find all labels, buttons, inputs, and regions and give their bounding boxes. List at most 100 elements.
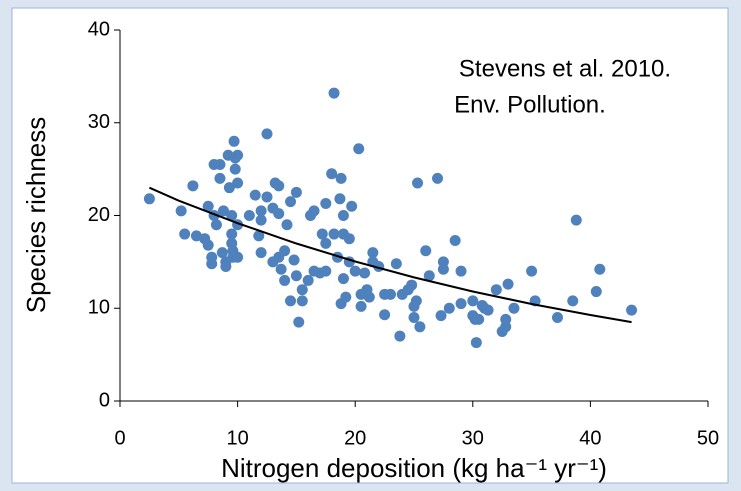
point: [379, 309, 391, 321]
x-tick-label: 0: [114, 427, 125, 449]
point: [423, 270, 435, 282]
point: [394, 330, 406, 342]
point: [473, 313, 485, 325]
point: [455, 265, 467, 277]
point: [420, 245, 432, 257]
point: [508, 302, 520, 314]
point: [261, 191, 273, 203]
point: [255, 205, 267, 217]
point: [390, 258, 402, 270]
point: [337, 210, 349, 221]
point: [290, 186, 302, 198]
point: [320, 197, 332, 209]
point: [437, 263, 449, 275]
point: [226, 210, 238, 221]
point: [340, 291, 352, 303]
point: [261, 128, 273, 140]
point: [228, 135, 240, 147]
point: [408, 312, 420, 324]
point: [500, 313, 512, 325]
point: [470, 337, 482, 349]
y-tick-label: 0: [99, 389, 110, 411]
point: [216, 247, 228, 259]
point: [384, 288, 396, 300]
point: [316, 228, 328, 240]
point: [285, 295, 297, 307]
x-tick-label: 10: [226, 427, 248, 449]
point: [281, 219, 293, 231]
point: [249, 189, 261, 201]
point: [179, 228, 191, 240]
point: [232, 177, 244, 189]
point: [443, 302, 455, 314]
point: [482, 304, 494, 316]
panel: [11, 7, 729, 484]
point: [296, 295, 308, 307]
trend-line: [148, 186, 632, 324]
point: [302, 274, 314, 286]
x-tick-label: 30: [462, 427, 484, 449]
point: [253, 230, 265, 242]
point: [435, 310, 447, 322]
y-tick-label: 40: [88, 18, 110, 40]
point: [337, 273, 349, 285]
point: [343, 233, 355, 245]
point: [202, 200, 214, 212]
point: [328, 87, 340, 99]
point: [449, 235, 461, 247]
point: [206, 258, 218, 270]
point: [359, 267, 371, 279]
point: [490, 284, 502, 296]
point: [410, 295, 422, 307]
point: [226, 228, 238, 240]
point: [273, 180, 285, 192]
point: [355, 300, 367, 312]
point: [255, 214, 267, 226]
point: [285, 196, 297, 208]
point: [290, 270, 302, 282]
point: [220, 261, 232, 273]
point: [467, 295, 479, 307]
point: [367, 247, 379, 259]
point: [346, 200, 358, 212]
point: [526, 265, 538, 277]
point: [326, 168, 338, 180]
point: [255, 247, 267, 259]
annotation: Stevens et al. 2010.: [459, 55, 671, 82]
point: [320, 265, 332, 277]
point: [243, 210, 255, 221]
point: [143, 193, 155, 205]
point: [279, 274, 291, 286]
point: [570, 214, 582, 226]
point: [214, 172, 226, 184]
point: [567, 295, 579, 307]
point: [210, 219, 222, 231]
point: [217, 205, 229, 217]
point: [320, 237, 332, 249]
point: [232, 251, 244, 263]
x-tick-label: 40: [579, 427, 601, 449]
y-tick-label: 20: [88, 204, 110, 226]
y-tick-label: 30: [88, 111, 110, 133]
point: [335, 172, 347, 184]
point: [334, 193, 346, 205]
point: [551, 312, 563, 324]
point: [502, 278, 514, 290]
point: [202, 239, 214, 251]
point: [223, 182, 235, 194]
point: [187, 180, 199, 192]
point: [432, 172, 444, 184]
point: [293, 316, 305, 328]
point: [214, 158, 226, 170]
point: [414, 321, 426, 333]
point: [308, 205, 320, 217]
y-axis-label: Species richness: [21, 117, 51, 314]
point: [349, 265, 361, 277]
point: [353, 143, 365, 155]
y-tick-label: 10: [88, 297, 110, 319]
point: [175, 205, 187, 217]
point: [275, 263, 287, 275]
point: [406, 279, 418, 291]
x-tick-label: 50: [697, 427, 719, 449]
